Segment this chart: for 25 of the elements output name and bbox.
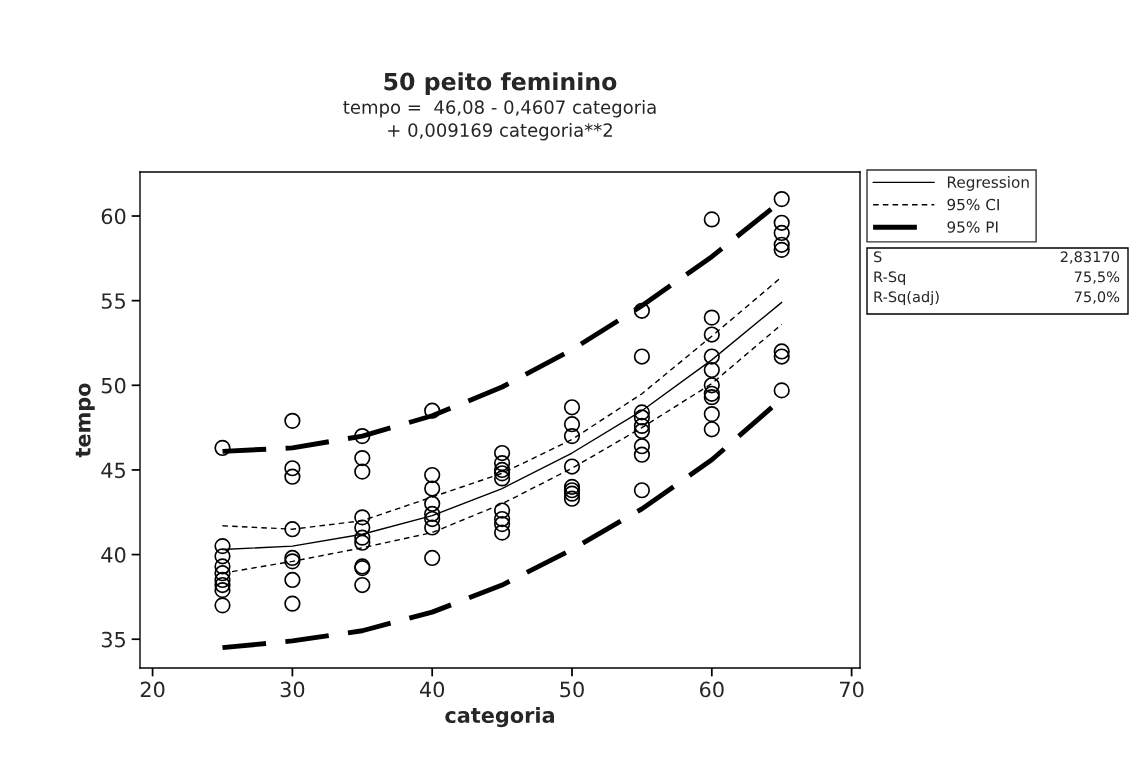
- legend-label: 95% PI: [947, 221, 998, 233]
- text: R-Sq: [874, 271, 905, 286]
- y-axis-title: tempo: [75, 383, 95, 458]
- text: 75,0%: [1074, 291, 1120, 304]
- x-tick-label: 70: [840, 681, 864, 698]
- x-axis-title: categoria: [445, 706, 554, 728]
- legend-label: 95% CI: [947, 198, 999, 211]
- text: 2,83170: [1060, 251, 1120, 264]
- x-tick-label: 40: [419, 681, 445, 698]
- text: R-Sq(adj): [874, 291, 939, 306]
- chart-subtitle: tempo = 46,08 - 0,4607 categoria + 0,009169 categoria**2: [343, 100, 656, 141]
- y-tick-label: 40: [101, 547, 126, 563]
- y-tick-label: 45: [101, 462, 125, 479]
- y-tick-label: 50: [101, 377, 126, 394]
- chart-title: 50 peito feminino: [384, 72, 617, 95]
- x-tick-label: 60: [700, 681, 724, 698]
- legend-label: Regression: [947, 176, 1029, 191]
- y-tick-label: 55: [101, 293, 125, 309]
- y-tick-label: 35: [101, 631, 125, 648]
- x-tick-label: 20: [140, 681, 165, 698]
- text: 75,5%: [1074, 271, 1120, 284]
- x-tick-label: 50: [560, 681, 584, 698]
- text: S: [873, 251, 882, 263]
- y-tick-label: 60: [101, 208, 126, 225]
- x-tick-label: 30: [280, 681, 305, 698]
